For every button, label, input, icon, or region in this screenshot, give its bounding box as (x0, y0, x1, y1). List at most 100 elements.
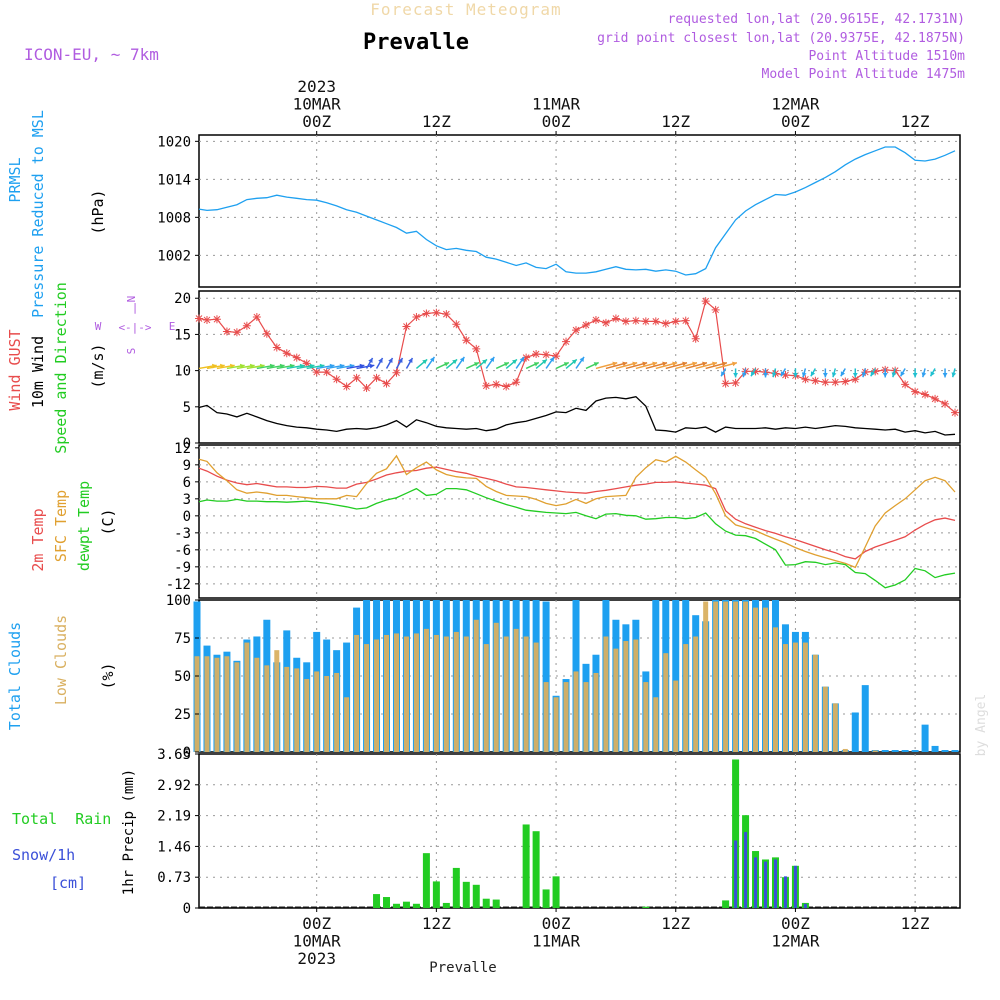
gust-point (811, 376, 820, 385)
wind-arrow-head (682, 361, 688, 367)
low-cloud-bar (274, 650, 280, 752)
y-tick-label: 2.92 (157, 778, 191, 794)
gust-point (252, 313, 261, 322)
gust-point (821, 378, 830, 387)
wind-arrow-head (742, 372, 747, 378)
low-cloud-bar (653, 697, 659, 752)
gust-point (382, 379, 391, 388)
panel-frame (198, 290, 961, 444)
low-cloud-bar (513, 628, 519, 752)
low-cloud-bar (324, 676, 330, 752)
svg-text:W: W (95, 320, 102, 333)
gust-point (212, 315, 221, 324)
wind-arrow-head (793, 373, 798, 378)
wind-arrow-head (692, 361, 697, 367)
gust-point (911, 387, 920, 396)
gust-point (392, 368, 401, 377)
wind-arrow-head (482, 359, 487, 365)
gust-point (841, 377, 850, 386)
wind-arrow-head (840, 371, 846, 377)
wind-arrow-head (702, 361, 707, 367)
wind-arrow-head (912, 373, 918, 378)
svg-text:S: S (125, 348, 138, 355)
panel-frame (198, 444, 961, 599)
dewpt-line (198, 487, 956, 589)
rain-bar (392, 903, 400, 908)
time-label-top: 2023 (297, 77, 336, 96)
rain-bar (482, 898, 490, 908)
svg-text:E: E (169, 320, 176, 333)
snow-bar (803, 903, 807, 908)
y-tick-label: 0 (183, 509, 191, 525)
gust-point (572, 326, 581, 335)
wind-arrow-head (942, 373, 948, 378)
wind-arrow-head (831, 372, 837, 378)
low-cloud-bar (443, 636, 449, 752)
wind-arrow-head (563, 362, 569, 367)
total-cloud-bar (861, 685, 869, 752)
precip-panel: 0 0.73 1.46 2.19 2.92 3.65 Total Rain Snow/1h… (12, 747, 961, 917)
time-label-bottom: 12Z (661, 914, 690, 933)
gust-point (312, 368, 321, 377)
point-altitude: Point Altitude 1510m (808, 49, 965, 64)
gust-point (921, 390, 930, 399)
gust-point (242, 321, 251, 330)
rain-bar (452, 867, 460, 908)
gust-point (272, 343, 281, 352)
snow-bar (773, 859, 777, 908)
wind-arrow-head (822, 373, 828, 378)
time-label-bottom: 00Z (302, 914, 331, 933)
gust-point (711, 305, 720, 314)
gust-point (851, 375, 860, 384)
gust-point (621, 317, 630, 326)
gust-point (292, 353, 301, 362)
low-cloud-bar (743, 601, 749, 752)
wind-arrow-head (810, 371, 816, 377)
gust-point (861, 368, 870, 377)
low-cloud-bar (633, 639, 639, 752)
gust-point (611, 314, 620, 323)
gust-point (681, 316, 690, 325)
low-clouds-label: Low Clouds (52, 615, 70, 705)
time-label-top: 10MAR (293, 95, 342, 114)
gust-point (581, 321, 590, 330)
y-tick-label: 100 (166, 593, 191, 609)
wind-arrow-head (733, 373, 738, 378)
wind-arrow-head (662, 361, 668, 367)
low-cloud-bar (214, 657, 220, 752)
gust-point (781, 370, 790, 379)
location-title: Prevalle (363, 30, 469, 55)
low-cloud-bar (563, 682, 569, 752)
wind-arrow-head (900, 371, 905, 377)
dewpt-label: dewpt Temp (75, 481, 93, 571)
total-cloud-bar (542, 601, 550, 752)
credit: by Angel (974, 694, 989, 757)
low-cloud-bar (623, 641, 629, 752)
wind-arrow-head (549, 356, 555, 362)
low-cloud-bar (413, 633, 419, 752)
gust-point (512, 378, 521, 387)
wind-arrow-head (721, 371, 726, 377)
low-cloud-bar (792, 642, 798, 752)
wind-arrow-head (632, 361, 638, 367)
panel-frame (198, 134, 961, 288)
y-tick-label: -6 (174, 543, 191, 559)
low-cloud-bar (354, 634, 360, 752)
temp2m-line (198, 466, 956, 560)
low-cloud-bar (473, 619, 479, 752)
wind-arrow-head (422, 359, 428, 365)
gust-point (562, 337, 571, 346)
low-cloud-bar (453, 631, 459, 752)
low-cloud-bar (364, 644, 370, 752)
rain-bar (412, 903, 420, 908)
wind-arrow-head (533, 362, 539, 367)
pressure-label-2: Pressure Reduced to MSL (29, 110, 47, 318)
wind-arrow-head (512, 359, 517, 365)
wind-arrow-head (368, 358, 373, 364)
gust-point (402, 322, 411, 331)
pressure-label-1: PRMSL (6, 157, 24, 202)
y-tick-label: -9 (174, 560, 191, 576)
time-label-bottom: 12Z (422, 914, 451, 933)
wind-line (198, 395, 956, 436)
